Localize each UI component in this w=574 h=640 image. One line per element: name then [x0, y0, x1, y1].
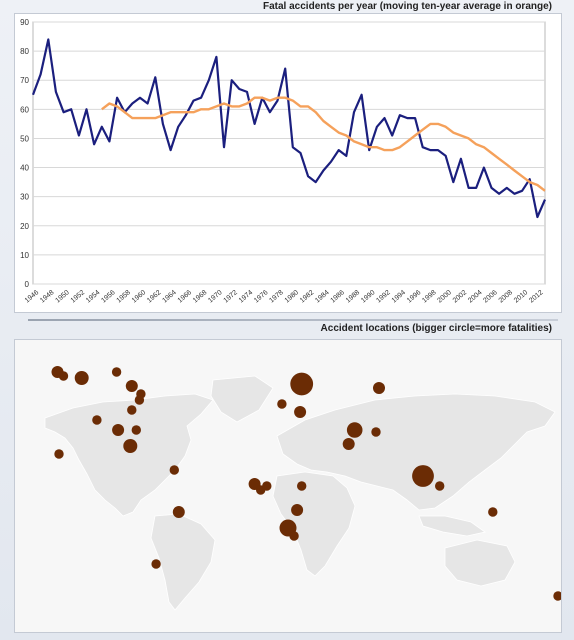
accident-location-bubble: [294, 406, 307, 418]
x-tick-label: 2000: [436, 289, 453, 304]
accident-location-bubble: [74, 371, 89, 385]
land-europe-asia: [276, 393, 556, 511]
y-tick-label: 0: [25, 280, 30, 289]
accident-location-bubble: [123, 439, 138, 453]
accident-location-bubble: [54, 449, 64, 459]
x-tick-label: 1958: [116, 289, 133, 304]
land-greenland: [210, 375, 274, 423]
accident-location-bubble: [435, 481, 445, 491]
land-africa: [272, 471, 356, 577]
x-tick-label: 1954: [85, 289, 102, 304]
accident-location-bubble: [92, 415, 102, 425]
accident-bubbles: [51, 366, 563, 601]
x-tick-label: 1988: [345, 289, 362, 304]
x-tick-label: 2012: [528, 289, 545, 304]
x-tick-label: 1986: [329, 289, 346, 304]
accident-location-bubble: [111, 367, 122, 377]
y-tick-label: 30: [20, 193, 29, 202]
accident-location-bubble: [277, 399, 287, 409]
land-southeast-asia: [418, 515, 486, 537]
accident-location-bubble: [342, 438, 355, 450]
x-tick-label: 1960: [131, 289, 148, 304]
accident-location-bubble: [172, 506, 185, 518]
land-australia: [444, 539, 516, 587]
x-tick-label: 1976: [253, 289, 270, 304]
x-tick-label: 2004: [467, 289, 484, 304]
x-tick-label: 1952: [70, 289, 87, 304]
accident-location-bubble: [290, 372, 314, 396]
accident-location-bubble: [371, 427, 381, 437]
accident-location-bubble: [346, 422, 363, 438]
x-tick-label: 1994: [391, 289, 408, 304]
x-tick-label: 1950: [54, 289, 71, 304]
x-tick-label: 1998: [421, 289, 438, 304]
land-north-america: [44, 393, 214, 517]
x-tick-label: 2006: [482, 289, 499, 304]
x-tick-label: 1968: [192, 289, 209, 304]
accident-location-bubble: [289, 531, 299, 541]
x-tick-label: 1974: [238, 289, 255, 304]
line-chart-panel: 0 10 20 30 40 50 60 70 80 90 1946 1948 1950 1952 1954 1…: [14, 13, 562, 313]
accident-location-bubble: [488, 507, 498, 517]
accident-location-bubble: [553, 591, 563, 601]
accident-location-bubble: [112, 424, 125, 436]
accident-location-bubble: [262, 481, 272, 491]
x-tick-label: 2010: [513, 289, 530, 304]
x-tick-label: 1990: [360, 289, 377, 304]
x-tick-label: 1948: [39, 289, 56, 304]
x-tick-label: 1966: [177, 289, 194, 304]
map-title: Accident locations (bigger circle=more f…: [320, 323, 552, 334]
map-panel: [14, 339, 563, 633]
ten-year-average-line: [101, 96, 546, 192]
x-tick-label: 1964: [161, 289, 178, 304]
x-tick-label: 1970: [207, 289, 224, 304]
map-land: [44, 375, 556, 611]
x-tick-label: 1972: [223, 289, 240, 304]
accident-location-bubble: [169, 465, 179, 475]
x-tick-label: 1978: [268, 289, 285, 304]
accident-location-bubble: [297, 481, 307, 491]
y-tick-label: 40: [20, 164, 29, 173]
y-tick-label: 10: [20, 251, 29, 260]
accident-location-bubble: [373, 382, 385, 394]
land-south-america: [150, 513, 216, 611]
x-tick-label: 1992: [375, 289, 392, 304]
accident-location-bubble: [291, 504, 304, 516]
accident-location-bubble: [127, 405, 137, 415]
y-tick-label: 80: [20, 47, 29, 56]
accident-location-bubble: [134, 395, 145, 405]
accident-location-bubble: [58, 371, 69, 381]
y-tick-label: 20: [20, 222, 29, 231]
x-tick-label: 2008: [498, 289, 515, 304]
x-tick-label: 1982: [299, 289, 316, 304]
y-tick-label: 90: [20, 18, 29, 27]
x-tick-label: 1984: [314, 289, 331, 304]
x-tick-label: 1980: [284, 289, 301, 304]
x-tick-label: 1956: [100, 289, 117, 304]
annual-fatal-accidents-line: [31, 38, 547, 219]
accident-location-bubble: [131, 425, 141, 435]
y-tick-label: 70: [20, 76, 29, 85]
plot-area: [32, 21, 546, 285]
x-tick-label: 2002: [452, 289, 469, 304]
accident-location-bubble: [125, 380, 138, 392]
accident-locations-map: [15, 340, 563, 632]
accident-location-bubble: [151, 559, 161, 569]
x-tick-label: 1996: [406, 289, 423, 304]
accident-location-bubble: [412, 465, 434, 487]
chart-title: Fatal accidents per year (moving ten-yea…: [263, 1, 552, 12]
section-divider: [28, 319, 558, 321]
x-tick-label: 1946: [24, 289, 41, 304]
fatal-accidents-line-chart: 0102030405060708090194619481950195219541…: [20, 18, 547, 305]
x-tick-label: 1962: [146, 289, 163, 304]
y-tick-label: 50: [20, 134, 29, 143]
y-tick-label: 60: [20, 105, 29, 114]
